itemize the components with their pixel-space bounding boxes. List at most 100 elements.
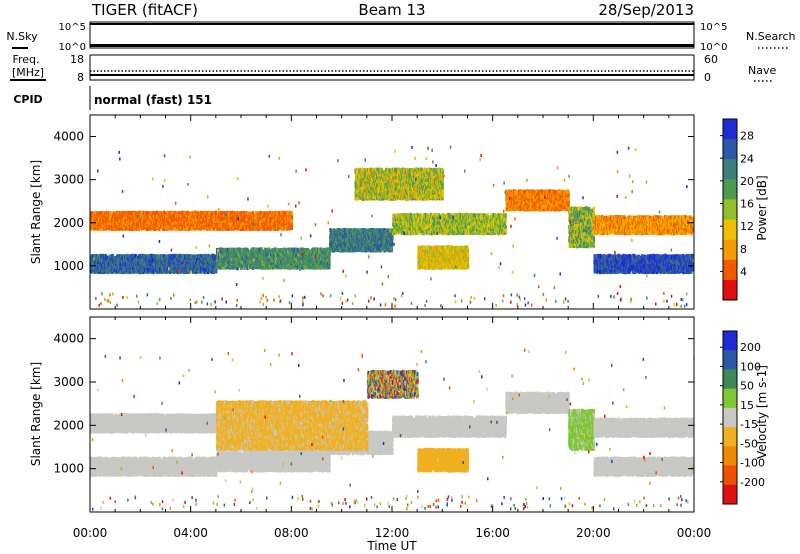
freq-tick-bottom: 8	[77, 71, 84, 84]
power-echo-cell	[97, 260, 100, 264]
power-echo-marks	[90, 145, 694, 308]
power-echo-cell	[197, 258, 200, 263]
nsky-label: N.Sky	[6, 30, 38, 43]
power-echo-cell	[133, 269, 136, 274]
power-echo-cell	[257, 265, 260, 270]
power-echo-cell	[186, 254, 189, 259]
power-echo-cell	[143, 253, 146, 258]
power-echo-cell	[260, 247, 263, 252]
power-echo-cell	[193, 265, 196, 270]
power-echo-cell	[281, 263, 284, 268]
freq-trace	[90, 74, 694, 76]
nsky-tick-bottom: 10^0	[59, 42, 86, 53]
power-echo-cell	[166, 258, 169, 262]
cpid-value: normal (fast) 151	[94, 93, 212, 107]
power-echo-cell	[174, 253, 177, 258]
power-echo-cell	[504, 219, 507, 224]
power-echo-cell	[150, 262, 153, 267]
power-echo-cell	[223, 265, 226, 270]
power-echo-cell	[391, 246, 393, 250]
power-echo-cell	[255, 261, 258, 266]
freq-label-line2: [MHz]	[12, 66, 44, 79]
power-echo-cell	[109, 266, 111, 271]
power-echo-cell	[256, 254, 259, 258]
date-label: 28/Sep/2013	[598, 1, 694, 19]
power-echo-cell	[102, 269, 105, 274]
power-echo-cell	[192, 254, 195, 259]
power-echo-cell	[222, 251, 225, 256]
power-echo-cell	[234, 258, 237, 263]
power-echo-cell	[202, 264, 205, 268]
power-echo-cell	[139, 270, 142, 275]
power-echo-cell	[207, 258, 210, 263]
power-echo-cell	[95, 253, 98, 258]
power-echo-cell	[97, 254, 100, 259]
power-echo-cell	[106, 256, 109, 260]
power-echo-cell	[207, 253, 210, 258]
power-echo-cell	[107, 264, 110, 269]
power-echo-cell	[504, 224, 507, 229]
power-echo-cell	[122, 260, 125, 265]
power-echo-cell	[119, 254, 122, 259]
power-echo-band	[505, 189, 570, 212]
power-echo-cell	[125, 264, 128, 269]
power-echo-cell	[162, 256, 165, 261]
power-echo-band	[392, 212, 507, 236]
power-echo-cell	[178, 260, 181, 265]
power-echo-cell	[168, 262, 171, 267]
nsky-panel-frame	[89, 21, 695, 49]
nave-tick-bottom: 0	[704, 71, 711, 84]
power-echo-cell	[215, 269, 218, 274]
power-echo-cell	[222, 254, 225, 258]
freq-tick-top: 18	[70, 53, 84, 66]
nsky-trace-top	[90, 23, 694, 25]
nave-tick-top: 60	[704, 53, 718, 66]
power-echo-cell	[166, 254, 169, 259]
power-echo-cell	[328, 255, 331, 260]
power-echo-cell	[100, 253, 103, 258]
power-echo-cell	[504, 213, 507, 218]
nsearch-tick-bottom: 10^0	[700, 42, 727, 53]
power-echo-cell	[170, 260, 173, 265]
power-echo-cell	[178, 270, 181, 275]
power-echo-cell	[221, 260, 224, 264]
power-echo-cell	[125, 261, 127, 266]
nsky-panel: N.Sky 10^5 10^0 10^5 10^0 N.Search	[6, 21, 796, 53]
power-echo-cell	[158, 263, 161, 268]
power-echo-cell	[277, 261, 279, 266]
freq-panel-frame	[89, 54, 695, 81]
power-echo-cell	[125, 268, 128, 273]
radar-title: TIGER (fitACF)	[91, 1, 198, 19]
power-echo-cell	[161, 264, 164, 269]
power-echo-band	[90, 253, 218, 275]
power-echo-cell	[137, 256, 140, 261]
power-echo-cell	[231, 263, 234, 268]
power-echo-cell	[246, 265, 249, 270]
power-echo-band	[215, 247, 331, 270]
power-echo-cell	[239, 265, 242, 270]
power-echo-cell	[163, 254, 166, 259]
power-echo-band	[329, 227, 394, 253]
power-echo-cell	[253, 247, 255, 252]
cpid-label: CPID	[13, 93, 42, 106]
freq-label-line1: Freq.	[12, 53, 39, 66]
power-echo-cell	[108, 254, 111, 259]
power-echo-cell	[233, 254, 236, 259]
power-echo-cell	[236, 250, 239, 255]
power-echo-cell	[232, 251, 235, 256]
nsky-trace-bottom	[90, 44, 694, 47]
power-echo-cell	[104, 266, 107, 271]
power-echo-cell	[240, 247, 243, 252]
freq-panel: Freq. [MHz] 18 8 60 0 Nave	[10, 53, 776, 84]
power-echo-cell	[273, 247, 276, 252]
nave-label: Nave	[748, 64, 776, 77]
power-echo-cell	[187, 260, 190, 265]
nsearch-label: N.Search	[746, 30, 796, 43]
nsearch-tick-top: 10^5	[700, 22, 727, 33]
power-echo-cell	[135, 254, 137, 259]
power-echo-cell	[243, 247, 246, 252]
power-echo-cell	[132, 269, 135, 274]
power-echo-cell	[234, 255, 237, 260]
